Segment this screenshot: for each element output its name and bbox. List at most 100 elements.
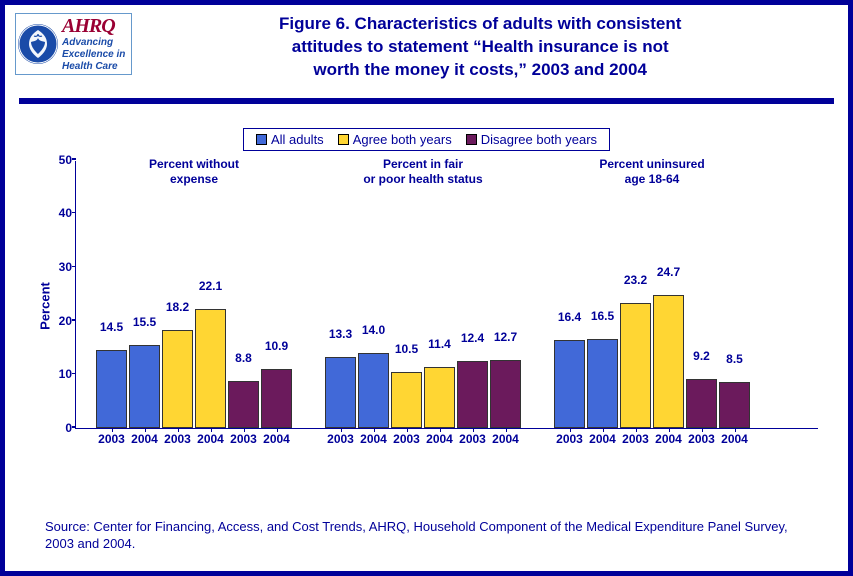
- legend-swatch: [256, 134, 267, 145]
- chart: Percent 0102030405014.5200315.5200418.22…: [45, 161, 818, 451]
- x-tick-mark: [603, 428, 605, 432]
- bar-value-label: 16.4: [558, 310, 581, 324]
- x-tick-label: 2004: [360, 432, 387, 446]
- bar-value-label: 14.0: [362, 323, 385, 337]
- y-tick-label: 10: [46, 367, 72, 381]
- x-tick-label: 2003: [327, 432, 354, 446]
- y-tick-mark: [72, 266, 76, 268]
- x-tick-mark: [669, 428, 671, 432]
- bar: [686, 379, 717, 428]
- bar-value-label: 12.4: [461, 331, 484, 345]
- x-tick-label: 2004: [589, 432, 616, 446]
- bar: [719, 382, 750, 428]
- x-tick-mark: [374, 428, 376, 432]
- x-tick-mark: [178, 428, 180, 432]
- legend: All adults Agree both years Disagree bot…: [5, 128, 848, 151]
- legend-item-agree: Agree both years: [338, 132, 452, 147]
- y-tick-label: 30: [46, 260, 72, 274]
- bar: [261, 369, 292, 427]
- bar: [490, 360, 521, 428]
- ahrq-logo: AHRQ Advancing Excellence in Health Care: [15, 13, 132, 75]
- y-tick-mark: [72, 158, 76, 160]
- x-tick-label: 2004: [263, 432, 290, 446]
- ahrq-tagline-1: Advancing: [62, 37, 125, 48]
- x-tick-mark: [244, 428, 246, 432]
- x-tick-label: 2003: [622, 432, 649, 446]
- bar-value-label: 14.5: [100, 320, 123, 334]
- x-tick-label: 2003: [688, 432, 715, 446]
- y-tick-mark: [72, 373, 76, 375]
- x-tick-label: 2004: [426, 432, 453, 446]
- x-tick-label: 2003: [98, 432, 125, 446]
- x-tick-label: 2004: [655, 432, 682, 446]
- x-tick-mark: [407, 428, 409, 432]
- legend-swatch: [466, 134, 477, 145]
- y-tick-mark: [72, 319, 76, 321]
- bar: [653, 295, 684, 427]
- bar-value-label: 24.7: [657, 265, 680, 279]
- x-tick-mark: [145, 428, 147, 432]
- panel-title: Percent in fair or poor health status: [333, 157, 513, 187]
- bar-value-label: 15.5: [133, 315, 156, 329]
- legend-label: Agree both years: [353, 132, 452, 147]
- bar: [195, 309, 226, 427]
- x-tick-label: 2004: [131, 432, 158, 446]
- x-tick-mark: [735, 428, 737, 432]
- header: AHRQ Advancing Excellence in Health Care…: [5, 5, 848, 92]
- bar-value-label: 10.9: [265, 339, 288, 353]
- legend-item-disagree: Disagree both years: [466, 132, 597, 147]
- x-tick-mark: [506, 428, 508, 432]
- y-tick-label: 20: [46, 314, 72, 328]
- title-line-3: worth the money it costs,” 2003 and 2004: [142, 59, 818, 82]
- bar: [457, 361, 488, 427]
- bar-value-label: 23.2: [624, 273, 647, 287]
- bar: [424, 367, 455, 428]
- bar: [162, 330, 193, 428]
- x-tick-label: 2004: [492, 432, 519, 446]
- bar-value-label: 22.1: [199, 279, 222, 293]
- source-footer: Source: Center for Financing, Access, an…: [45, 519, 808, 553]
- bar: [587, 339, 618, 427]
- bar: [325, 357, 356, 428]
- figure-title: Figure 6. Characteristics of adults with…: [132, 13, 828, 82]
- title-line-2: attitudes to statement “Health insurance…: [142, 36, 818, 59]
- bar-value-label: 8.5: [726, 352, 743, 366]
- bar: [554, 340, 585, 428]
- ahrq-text: AHRQ Advancing Excellence in Health Care: [62, 16, 125, 72]
- x-tick-mark: [211, 428, 213, 432]
- bar: [228, 381, 259, 428]
- y-tick-mark: [72, 212, 76, 214]
- plot-area: 0102030405014.5200315.5200418.2200322.12…: [75, 161, 818, 429]
- bar-value-label: 13.3: [329, 327, 352, 341]
- ahrq-tagline-3: Health Care: [62, 61, 125, 72]
- x-tick-label: 2003: [556, 432, 583, 446]
- panel-title: Percent without expense: [104, 157, 284, 187]
- legend-label: Disagree both years: [481, 132, 597, 147]
- bar-value-label: 9.2: [693, 349, 710, 363]
- title-line-1: Figure 6. Characteristics of adults with…: [142, 13, 818, 36]
- x-tick-label: 2003: [459, 432, 486, 446]
- bar: [620, 303, 651, 427]
- ahrq-brand: AHRQ: [62, 16, 125, 36]
- x-tick-mark: [277, 428, 279, 432]
- bar-value-label: 8.8: [235, 351, 252, 365]
- legend-swatch: [338, 134, 349, 145]
- y-tick-label: 40: [46, 206, 72, 220]
- header-rule: [19, 98, 834, 104]
- bar-value-label: 18.2: [166, 300, 189, 314]
- hhs-seal-icon: [18, 24, 58, 64]
- y-tick-mark: [72, 426, 76, 428]
- x-tick-mark: [636, 428, 638, 432]
- panel-title: Percent uninsured age 18-64: [562, 157, 742, 187]
- x-tick-mark: [341, 428, 343, 432]
- legend-label: All adults: [271, 132, 324, 147]
- x-tick-label: 2004: [197, 432, 224, 446]
- legend-item-all-adults: All adults: [256, 132, 324, 147]
- x-tick-label: 2003: [164, 432, 191, 446]
- x-tick-mark: [112, 428, 114, 432]
- bar-value-label: 11.4: [428, 337, 451, 351]
- ahrq-tagline-2: Excellence in: [62, 49, 125, 60]
- x-tick-label: 2003: [393, 432, 420, 446]
- x-tick-label: 2004: [721, 432, 748, 446]
- x-tick-mark: [440, 428, 442, 432]
